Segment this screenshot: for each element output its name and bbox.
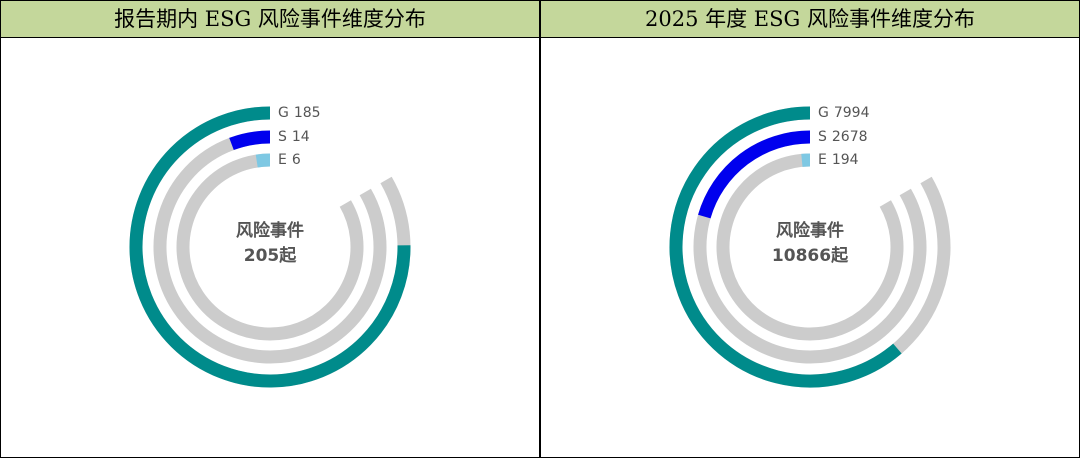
bar-arc: [669, 106, 902, 388]
ring-label: S 14: [278, 129, 310, 145]
category: E: [818, 152, 827, 168]
ring-label: E 194: [818, 152, 859, 168]
bar-arc: [229, 130, 271, 151]
panel-border: [0, 0, 540, 458]
panel-header: [0, 0, 540, 38]
value: 6: [292, 152, 301, 168]
ring-label: G 185: [278, 105, 321, 121]
ring-label: S 2678: [818, 129, 868, 145]
track: [153, 130, 387, 364]
center-total: 10866起: [772, 245, 849, 266]
category: G: [818, 105, 829, 121]
center-total: 205起: [244, 245, 297, 266]
bar-arc: [698, 130, 811, 219]
panel-title: 2025 年度 ESG 风险事件维度分布: [645, 7, 975, 31]
center-text: 风险事件: [236, 220, 304, 241]
category: E: [278, 152, 287, 168]
bar-arc: [129, 106, 411, 388]
category: S: [818, 129, 827, 145]
value: 185: [294, 105, 321, 121]
value: 2678: [832, 129, 868, 145]
ring-label: G 7994: [818, 105, 870, 121]
category: G: [278, 105, 289, 121]
panel-title: 报告期内 ESG 风险事件维度分布: [114, 7, 426, 31]
track: [716, 153, 904, 341]
track: [176, 153, 364, 341]
bar-arc: [255, 153, 271, 168]
value: 194: [832, 152, 859, 168]
value: 14: [292, 129, 310, 145]
category: S: [278, 129, 287, 145]
center-text: 风险事件: [776, 220, 844, 241]
value: 7994: [834, 105, 870, 121]
